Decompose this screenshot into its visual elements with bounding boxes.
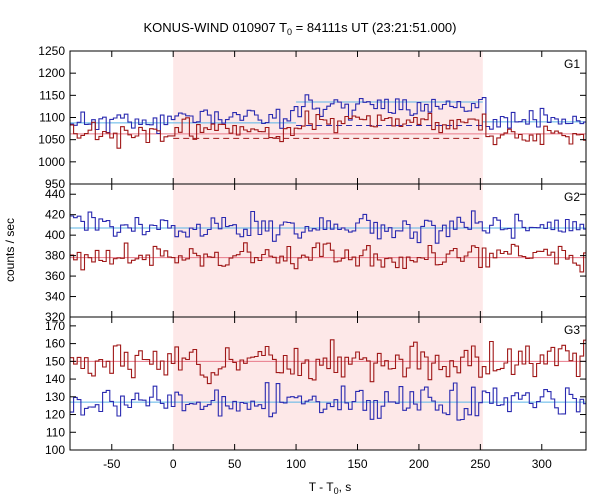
chart-title-subscript: 0 (287, 27, 292, 37)
chart-title: KONUS-WIND 010907 T0 = 84111s UT (23:21:… (144, 20, 457, 37)
x-tick-label-0: -50 (103, 457, 121, 471)
y-tick-label-g3-3: 130 (45, 390, 65, 404)
y-tick-label-g2-2: 360 (45, 269, 65, 283)
panel-frame-g3 (69, 316, 587, 451)
x-axis-label: T - T0, s (309, 480, 352, 496)
chart-title-rest: = 84111s UT (23:21:51.000) (292, 20, 456, 35)
panel-label-g2: G2 (564, 190, 580, 204)
series-g1-red (70, 110, 586, 149)
shaded-interval-g1 (173, 51, 483, 184)
series-g3-blue (70, 382, 586, 421)
y-tick-label-g3-0: 100 (45, 443, 65, 457)
series-g2-red (70, 242, 586, 273)
x-tick-label-3: 100 (286, 457, 306, 471)
y-tick-label-g3-1: 110 (46, 425, 65, 439)
series-g1-blue (70, 94, 586, 135)
y-tick-label-g3-4: 140 (45, 372, 65, 386)
y-tick-label-g1-1: 1000 (38, 155, 65, 169)
series-g2-blue (70, 210, 586, 244)
panels-group: 950100010501100115012001250G132034036038… (38, 44, 587, 471)
shaded-interval-g2 (173, 184, 483, 317)
y-tick-label-g1-4: 1150 (39, 88, 65, 102)
y-tick-label-g3-7: 170 (45, 319, 65, 333)
x-axis-label-main: T - T (309, 480, 335, 494)
y-tick-label-g1-0: 950 (45, 177, 65, 191)
y-tick-label-g2-5: 420 (45, 208, 65, 222)
y-tick-label-g1-3: 1100 (39, 111, 65, 125)
x-tick-label-7: 300 (532, 457, 552, 471)
y-tick-label-g3-6: 160 (45, 337, 65, 351)
x-tick-label-1: 0 (170, 457, 177, 471)
y-tick-label-g1-2: 1050 (38, 133, 65, 147)
shaded-interval-g3 (173, 317, 483, 450)
y-tick-label-g1-5: 1200 (38, 66, 65, 80)
y-tick-label-g2-6: 440 (45, 187, 65, 201)
x-axis-label-rest: , s (339, 480, 352, 494)
x-tick-label-6: 250 (470, 457, 490, 471)
y-tick-label-g2-1: 340 (45, 290, 65, 304)
y-tick-label-g3-5: 150 (45, 354, 65, 368)
y-tick-label-g3-2: 120 (45, 408, 65, 422)
y-tick-label-g2-0: 320 (45, 310, 65, 324)
x-tick-label-2: 50 (228, 457, 242, 471)
x-tick-label-5: 200 (409, 457, 429, 471)
y-tick-label-g1-6: 1250 (38, 44, 65, 58)
panel-label-g3: G3 (564, 323, 580, 337)
y-tick-label-g2-3: 380 (45, 249, 65, 263)
x-axis-label-subscript: 0 (334, 486, 339, 496)
panel-label-g1: G1 (564, 57, 580, 71)
x-tick-label-4: 150 (347, 457, 367, 471)
y-tick-label-g2-4: 400 (45, 228, 65, 242)
y-axis-label: counts / sec (3, 218, 17, 282)
chart-title-main: KONUS-WIND 010907 T (144, 20, 288, 35)
series-g3-red (70, 339, 586, 385)
